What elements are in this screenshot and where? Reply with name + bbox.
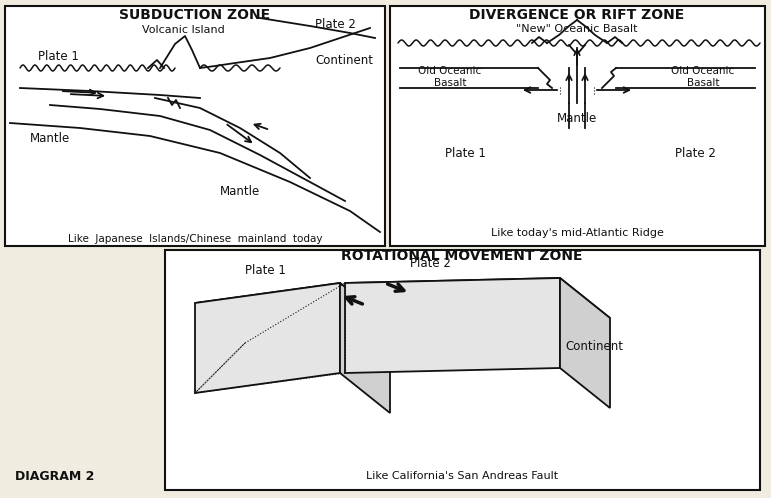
Text: Plate 2: Plate 2 (409, 256, 450, 269)
Text: Volcanic Island: Volcanic Island (142, 25, 224, 35)
Text: Plate 1: Plate 1 (38, 49, 79, 63)
Bar (390, 6, 765, 246)
Bar (5, 6, 385, 246)
Text: SUBDUCTION ZONE: SUBDUCTION ZONE (120, 8, 271, 22)
Text: Mantle: Mantle (30, 131, 70, 144)
Text: Continent: Continent (565, 340, 623, 353)
Polygon shape (345, 278, 560, 373)
Polygon shape (195, 283, 390, 343)
Text: Mantle: Mantle (220, 184, 261, 198)
Text: Old Oceanic
Basalt: Old Oceanic Basalt (419, 66, 482, 88)
Polygon shape (560, 278, 610, 408)
Text: Like California's San Andreas Fault: Like California's San Andreas Fault (366, 471, 558, 481)
Polygon shape (340, 283, 390, 413)
Text: Mantle: Mantle (557, 112, 597, 124)
Text: Plate 2: Plate 2 (675, 146, 716, 159)
Text: Continent: Continent (315, 53, 373, 67)
Text: Plate 1: Plate 1 (244, 263, 285, 276)
Text: "New" Oceanic Basalt: "New" Oceanic Basalt (517, 24, 638, 34)
Polygon shape (345, 278, 610, 323)
Text: Like  Japanese  Islands/Chinese  mainland  today: Like Japanese Islands/Chinese mainland t… (68, 234, 322, 244)
Text: DIVERGENCE OR RIFT ZONE: DIVERGENCE OR RIFT ZONE (470, 8, 685, 22)
Text: ROTATIONAL MOVEMENT ZONE: ROTATIONAL MOVEMENT ZONE (342, 249, 583, 263)
Bar (165, 250, 760, 490)
Polygon shape (195, 283, 340, 393)
Text: Plate 2: Plate 2 (315, 17, 356, 30)
Text: Like today's mid-Atlantic Ridge: Like today's mid-Atlantic Ridge (490, 228, 663, 238)
Text: DIAGRAM 2: DIAGRAM 2 (15, 470, 94, 483)
Text: Plate 1: Plate 1 (445, 146, 486, 159)
Text: Old Oceanic
Basalt: Old Oceanic Basalt (672, 66, 735, 88)
